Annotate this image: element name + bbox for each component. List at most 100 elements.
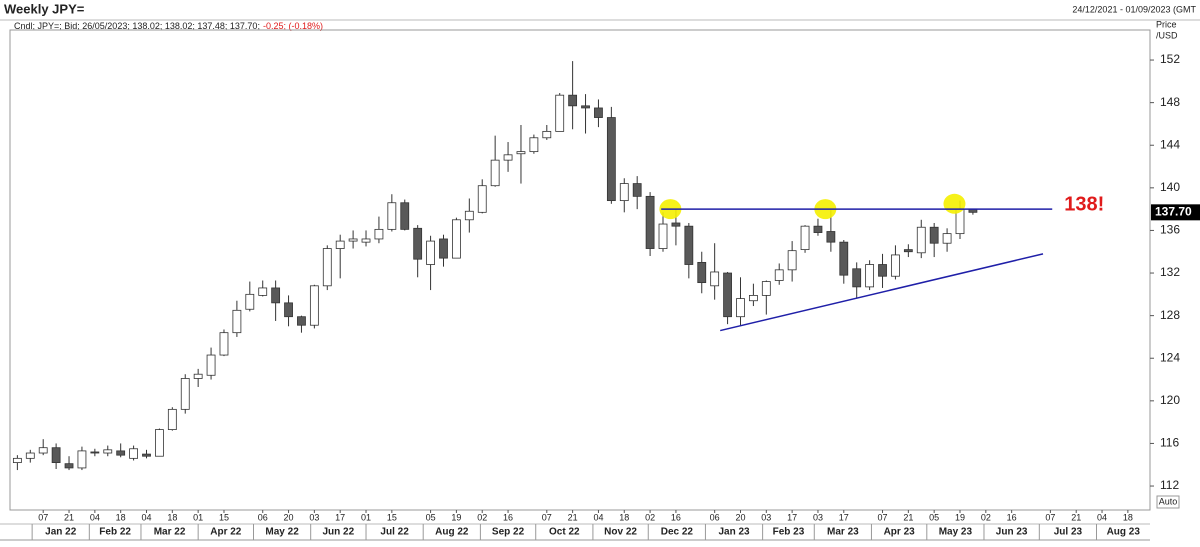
x-tick-label: 20 — [735, 512, 745, 522]
last-price-label: 137.70 — [1155, 205, 1192, 219]
candle-body — [891, 254, 900, 277]
candle-body — [826, 231, 836, 243]
candle-body — [800, 225, 810, 251]
candle-body — [619, 183, 629, 202]
candle-body — [116, 450, 126, 456]
month-label: Nov 22 — [604, 527, 637, 538]
candle-body — [710, 271, 720, 287]
candle-body — [90, 451, 100, 454]
candle-body — [813, 225, 823, 233]
candle-body — [568, 94, 578, 107]
x-tick-label: 19 — [451, 512, 461, 522]
candle-body — [142, 453, 151, 457]
candle-body — [413, 227, 423, 260]
candle-body — [309, 285, 319, 326]
candle-body — [555, 94, 565, 132]
auto-button-label[interactable]: Auto — [1159, 496, 1178, 506]
x-tick-label: 07 — [878, 512, 888, 522]
resistance-label: 138! — [1064, 193, 1104, 215]
x-tick-label: 16 — [671, 512, 681, 522]
month-label: Jun 23 — [996, 527, 1028, 538]
plot-frame — [9, 29, 1151, 511]
x-tick-label: 05 — [929, 512, 939, 522]
y-axis-label: Price — [1156, 19, 1177, 29]
candle-body — [193, 373, 203, 379]
y-tick-label: 140 — [1160, 180, 1180, 194]
month-label: May 22 — [265, 527, 299, 538]
x-tick-label: 04 — [90, 512, 100, 522]
candle-body — [284, 302, 293, 318]
x-tick-label: 03 — [761, 512, 771, 522]
candle-body — [374, 228, 384, 240]
candle-body — [736, 298, 745, 318]
x-tick-label: 02 — [645, 512, 655, 522]
x-tick-label: 07 — [542, 512, 552, 522]
month-label: Jan 22 — [45, 527, 77, 538]
candle-body — [697, 261, 707, 284]
candle-body — [684, 225, 694, 265]
x-tick-label: 06 — [710, 512, 720, 522]
highlight-marker — [943, 193, 966, 214]
x-tick-label: 04 — [1097, 512, 1107, 522]
candle-body — [219, 332, 229, 356]
candle-body — [916, 226, 926, 254]
y-tick-label: 128 — [1160, 308, 1180, 322]
x-tick-label: 07 — [38, 512, 48, 522]
candle-body — [878, 264, 887, 277]
candle-body — [645, 195, 655, 249]
y-tick-label: 152 — [1160, 52, 1180, 66]
candle-body — [297, 316, 306, 326]
month-label: Jan 23 — [718, 527, 750, 538]
month-label: May 23 — [939, 527, 973, 538]
candle-body — [245, 293, 255, 310]
candle-body — [477, 185, 487, 213]
candle-body — [64, 463, 74, 469]
candle-body — [452, 219, 461, 259]
month-label: Jul 22 — [380, 527, 409, 538]
candle-body — [25, 452, 35, 459]
month-label: Dec 22 — [661, 527, 694, 538]
x-tick-label: 01 — [361, 512, 371, 522]
candle-body — [865, 264, 875, 288]
auto-button[interactable] — [1156, 495, 1180, 509]
candle-body — [606, 117, 616, 202]
legend: Cndl; JPY=; Bid; 26/05/2023; 138.02; 138… — [14, 21, 323, 31]
month-label: Apr 22 — [210, 527, 242, 538]
candle-body — [77, 450, 87, 469]
legend-values: Cndl; JPY=; Bid; 26/05/2023; 138.02; 138… — [14, 21, 260, 31]
y-tick-label: 136 — [1160, 223, 1180, 237]
candle-body — [671, 222, 681, 227]
month-label: Feb 23 — [773, 527, 805, 538]
candle-body — [258, 287, 268, 296]
x-tick-label: 18 — [1123, 512, 1133, 522]
candle-body — [271, 287, 281, 304]
x-tick-label: 07 — [1045, 512, 1055, 522]
month-label: Aug 22 — [435, 527, 469, 538]
x-tick-label: 21 — [64, 512, 74, 522]
x-tick-label: 21 — [903, 512, 913, 522]
y-tick-label: 112 — [1160, 478, 1179, 492]
last-price-box — [1151, 204, 1200, 221]
candle-body — [180, 378, 190, 410]
y-tick-label: 120 — [1160, 393, 1180, 407]
candle-body — [594, 107, 603, 118]
candle-body — [581, 105, 590, 109]
candle-body — [167, 408, 177, 430]
month-label: Mar 23 — [827, 527, 859, 538]
month-label: Oct 22 — [549, 527, 580, 538]
candle-body — [632, 183, 642, 197]
candle-body — [516, 151, 526, 155]
x-tick-label: 17 — [335, 512, 345, 522]
candle-body — [387, 202, 397, 230]
month-label: Jul 23 — [1054, 527, 1083, 538]
candle-body — [12, 457, 22, 464]
candle-body — [929, 226, 939, 244]
candle-body — [761, 281, 771, 296]
x-tick-label: 21 — [1071, 512, 1081, 522]
candle-body — [439, 238, 448, 259]
candle-body — [206, 354, 216, 376]
y-tick-label: 116 — [1160, 436, 1179, 450]
x-tick-label: 15 — [219, 512, 229, 522]
